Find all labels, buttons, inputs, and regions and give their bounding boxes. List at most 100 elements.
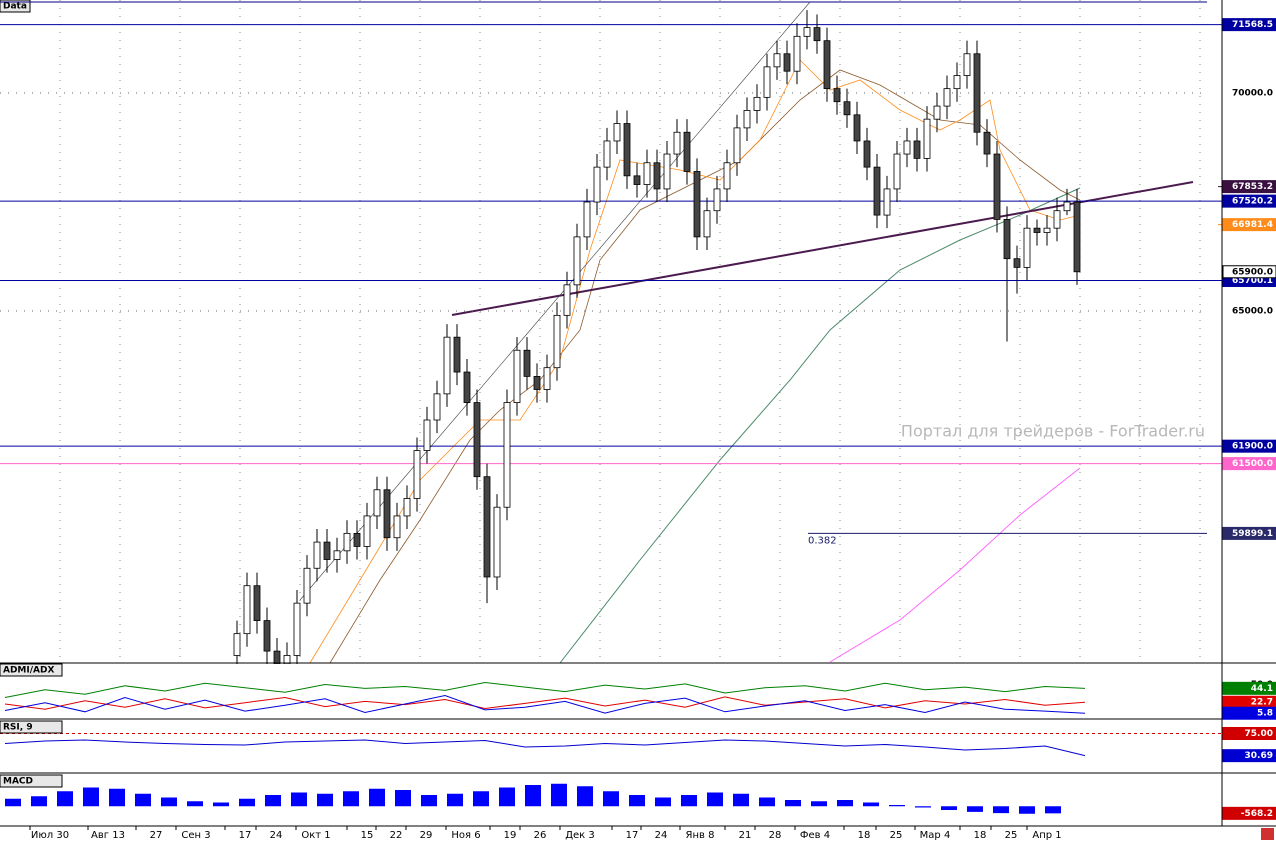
moving-average-fast	[309, 59, 1081, 664]
candle-body	[993, 153, 1001, 220]
macd-bar	[629, 795, 645, 807]
macd-bar	[603, 791, 619, 807]
candle-body	[963, 53, 971, 76]
macd-bar	[785, 800, 801, 807]
candle-body	[323, 541, 331, 560]
adx-line	[4, 682, 1086, 698]
candle-body	[273, 650, 281, 665]
candle-body	[713, 188, 721, 212]
candle-body	[623, 123, 631, 177]
candle-body	[833, 88, 841, 103]
date-label: Июл 30	[31, 830, 69, 841]
macd-bar	[343, 791, 359, 807]
price-tag	[1222, 180, 1276, 194]
candle-body	[383, 489, 391, 539]
panel-title-box	[0, 663, 63, 677]
macd-bar	[317, 793, 333, 807]
macd-bar	[5, 798, 21, 807]
price-tag	[1222, 806, 1276, 820]
date-label: 28	[769, 830, 782, 841]
date-label: Дек 3	[565, 830, 595, 841]
candle-body	[1033, 227, 1041, 233]
candle-body	[1003, 219, 1011, 260]
price-tag	[1222, 457, 1276, 471]
candle-body	[1063, 201, 1071, 212]
candle-body	[573, 236, 581, 286]
candle-body	[823, 40, 831, 90]
macd-bar	[759, 797, 775, 807]
date-label: 19	[504, 830, 517, 841]
macd-bar	[421, 795, 437, 807]
candle-body	[373, 489, 381, 517]
rsi-line	[4, 739, 1086, 757]
date-label: 27	[150, 830, 163, 841]
candle-body	[633, 175, 641, 185]
candle-body	[593, 166, 601, 203]
price-tag-label: 65700.1	[1232, 276, 1273, 286]
macd-bar	[447, 793, 463, 807]
price-tag	[1222, 749, 1276, 763]
candle-body	[763, 66, 771, 98]
candle-body	[443, 336, 451, 395]
macd-bar	[577, 786, 593, 807]
price-tag	[1222, 706, 1276, 720]
price-tag-label: 71568.5	[1232, 20, 1273, 30]
candle-body	[1073, 201, 1081, 273]
candle-body	[683, 131, 691, 172]
candle-body	[413, 450, 421, 499]
candle-body	[433, 393, 441, 421]
candle-body	[893, 153, 901, 190]
macd-bar	[993, 806, 1009, 814]
candle-body	[873, 166, 881, 216]
candle-body	[843, 101, 851, 116]
price-tag-label: 22.7	[1251, 698, 1273, 708]
panel-title-box	[0, 774, 63, 788]
candle-body	[243, 585, 251, 635]
macd-bar	[369, 788, 385, 807]
candle-body	[923, 118, 931, 159]
price-tag-label: 67853.2	[1232, 182, 1273, 192]
panel-title-box	[0, 720, 63, 734]
macd-bar	[265, 795, 281, 807]
macd-bar	[681, 795, 697, 807]
candle-body	[813, 27, 821, 42]
macd-bar	[109, 788, 125, 807]
macd-bar	[655, 797, 671, 807]
date-label: 21	[739, 830, 752, 841]
price-tag-label: 61900.0	[1232, 442, 1273, 452]
candle-body	[743, 110, 751, 129]
candle-body	[943, 88, 951, 107]
y-tick-label: 65000.0	[1232, 307, 1273, 317]
date-label: 15	[361, 830, 374, 841]
candle-body	[333, 550, 341, 560]
candle-body	[663, 153, 671, 190]
macd-bar	[837, 800, 853, 807]
candle-body	[793, 35, 801, 72]
candle-body	[233, 633, 241, 656]
price-tag-label: 65900.0	[1232, 267, 1273, 277]
price-tag	[1222, 439, 1276, 453]
candle-body	[343, 532, 351, 552]
date-label: 18	[974, 830, 987, 841]
date-label: 25	[890, 830, 903, 841]
scroll-button[interactable]	[1261, 828, 1274, 840]
candle-body	[673, 131, 681, 155]
candle-body	[253, 585, 261, 621]
macd-bar	[863, 802, 879, 807]
window-label-box	[0, 0, 31, 13]
candle-body	[453, 336, 461, 373]
candle-body	[543, 367, 551, 390]
adx-line	[4, 696, 1086, 710]
macd-bar	[941, 806, 957, 810]
macd-bar	[395, 790, 411, 807]
macd-bar	[83, 787, 99, 807]
macd-bar	[213, 802, 229, 807]
macd-bar	[1019, 806, 1035, 814]
candle-body	[533, 376, 541, 390]
candle-body	[473, 402, 481, 478]
adx-line	[4, 695, 1086, 714]
candle-body	[503, 402, 511, 508]
candle-body	[603, 140, 611, 168]
candle-body	[363, 515, 371, 547]
candle-body	[553, 314, 561, 369]
